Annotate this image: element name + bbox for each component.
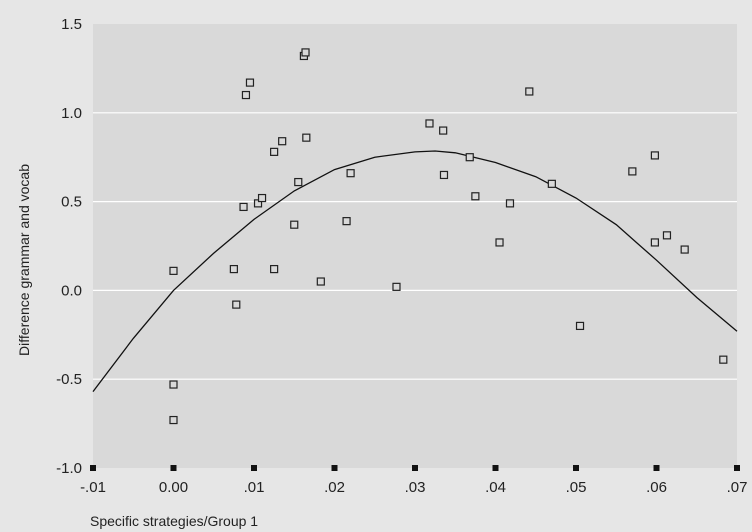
data-point	[294, 177, 303, 187]
data-point	[525, 87, 534, 96]
data-point	[662, 231, 672, 240]
plot-area	[93, 24, 737, 468]
data-point	[439, 170, 449, 180]
x-tick-label: .02	[324, 479, 345, 496]
data-point	[169, 266, 178, 275]
data-point	[575, 321, 585, 331]
grid-lines	[93, 112, 737, 380]
data-point	[650, 238, 659, 247]
x-tick-mark	[653, 465, 660, 471]
x-tick-label: .01	[244, 479, 265, 496]
data-point	[245, 78, 255, 87]
data-point	[505, 199, 515, 208]
data-point	[495, 238, 504, 247]
data-point	[465, 153, 474, 162]
x-tick-marks	[90, 465, 740, 471]
y-tick-labels: -1.0 -0.5 0.0 0.5 1.0 1.5	[56, 16, 82, 477]
x-tick-label: .06	[646, 479, 667, 496]
data-point	[346, 169, 355, 178]
data-point	[278, 137, 287, 146]
data-point	[425, 119, 434, 128]
x-tick-label: .07	[727, 479, 748, 496]
data-point	[342, 217, 351, 226]
y-tick-label: 0.5	[61, 194, 82, 211]
x-tick-mark	[734, 465, 740, 471]
x-tick-mark	[412, 465, 418, 471]
data-point	[547, 179, 556, 188]
x-tick-mark	[251, 465, 257, 471]
y-tick-label: 0.0	[61, 282, 82, 299]
data-point	[439, 126, 448, 135]
x-tick-mark	[492, 465, 499, 471]
data-point	[169, 380, 178, 389]
x-tick-label: .05	[566, 479, 587, 496]
x-tick-label: -.01	[80, 479, 106, 496]
x-tick-label: .03	[405, 479, 426, 496]
x-tick-mark	[331, 465, 338, 471]
data-point	[232, 300, 241, 309]
y-tick-label: -0.5	[56, 371, 82, 388]
data-point	[229, 264, 238, 274]
x-tick-mark	[90, 465, 96, 471]
fit-curve-layer	[92, 150, 738, 392]
x-tick-labels: -.01 0.00 .01 .02 .03 .04 .05 .06 .07	[80, 479, 747, 496]
data-point	[290, 220, 299, 229]
data-point	[302, 133, 311, 142]
data-points	[169, 48, 728, 425]
y-tick-label: -1.0	[56, 460, 82, 477]
data-point	[316, 277, 325, 286]
x-tick-label: 0.00	[159, 479, 188, 496]
data-point	[270, 147, 279, 156]
data-point	[270, 264, 279, 274]
fit-curve	[92, 150, 738, 392]
y-tick-label: 1.5	[61, 16, 82, 33]
data-point	[471, 192, 480, 201]
x-tick-label: .04	[485, 479, 506, 496]
data-point	[239, 202, 248, 212]
x-tick-mark	[170, 465, 177, 471]
data-point	[680, 245, 689, 254]
data-point	[301, 48, 310, 57]
y-tick-label: 1.0	[61, 105, 82, 122]
data-point	[392, 282, 401, 291]
data-point	[719, 355, 728, 364]
data-point	[257, 193, 267, 203]
data-point	[241, 90, 251, 100]
y-axis-title: Difference grammar and vocab	[16, 164, 32, 356]
data-point	[169, 415, 178, 425]
x-tick-mark	[573, 465, 579, 471]
data-point	[628, 167, 637, 176]
data-point	[650, 151, 659, 160]
x-axis-title: Specific strategies/Group 1	[90, 513, 258, 529]
